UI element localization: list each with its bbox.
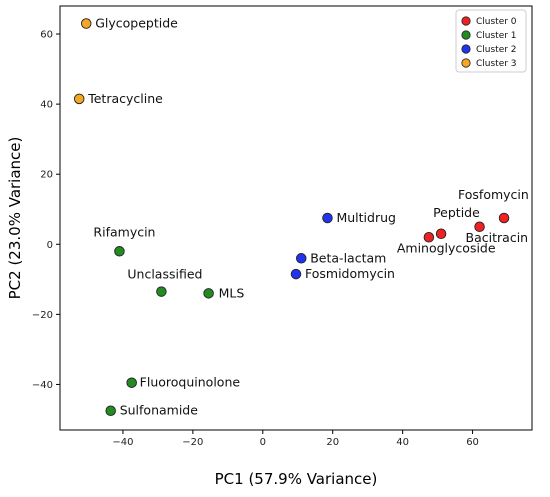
data-point: [114, 246, 125, 257]
data-point: [290, 268, 302, 280]
data-point: [474, 221, 485, 233]
data-point: [105, 405, 116, 416]
point-label: Beta-lactam: [310, 250, 386, 265]
legend-marker: [461, 44, 471, 54]
point-label: Glycopeptide: [95, 16, 178, 31]
data-point: [73, 93, 85, 105]
y-tick-label: 40: [40, 100, 53, 111]
data-point: [322, 212, 333, 224]
point-label: Unclassified: [127, 267, 202, 282]
point-label: Fluoroquinolone: [140, 375, 241, 390]
legend-box: [455, 9, 527, 73]
x-tick-label: −40: [112, 437, 133, 448]
point-label: Peptide: [433, 205, 480, 220]
x-tick-label: 60: [466, 437, 479, 448]
data-point: [435, 228, 447, 240]
y-axis-label: PC2 (23.0% Variance): [6, 137, 24, 300]
y-tick-label: −40: [32, 380, 53, 391]
point-label: Tetracycline: [87, 91, 163, 106]
data-point: [156, 286, 167, 297]
point-label: Aminoglycoside: [397, 240, 496, 255]
data-points: [73, 18, 510, 416]
legend-entry: Cluster 0: [476, 17, 517, 27]
x-tick-label: 40: [396, 437, 409, 448]
point-label: Fosmidomycin: [305, 266, 395, 281]
legend-marker: [461, 30, 471, 40]
data-point: [203, 288, 214, 299]
y-axis: −40 −20 0 20 40 60: [32, 30, 60, 391]
legend-entry: Cluster 2: [476, 45, 517, 55]
legend: Cluster 0 Cluster 1 Cluster 2 Cluster 3: [455, 9, 527, 73]
x-tick-label: 0: [260, 437, 266, 448]
legend-entry: Cluster 1: [476, 31, 517, 41]
point-label: Fosfomycin: [458, 187, 529, 202]
legend-entry: Cluster 3: [476, 59, 517, 69]
x-tick-label: −20: [182, 437, 203, 448]
data-point: [80, 18, 92, 29]
y-tick-label: 0: [47, 240, 53, 251]
y-tick-label: 20: [40, 170, 53, 181]
x-axis: −40 −20 0 20 40 60: [112, 430, 479, 448]
x-axis-label: PC1 (57.9% Variance): [215, 470, 378, 488]
data-point: [498, 212, 510, 224]
y-tick-label: 60: [40, 30, 53, 41]
point-label: Sulfonamide: [120, 403, 199, 418]
x-tick-label: 20: [326, 437, 339, 448]
point-label: Rifamycin: [93, 224, 155, 239]
plot-area: [59, 5, 533, 431]
data-point: [423, 232, 435, 243]
legend-marker: [461, 16, 471, 26]
y-tick-label: −20: [32, 310, 53, 321]
data-point: [295, 253, 307, 264]
point-label: Bacitracin: [466, 230, 529, 245]
legend-marker: [461, 58, 471, 68]
data-point: [126, 377, 137, 388]
point-label: MLS: [219, 285, 245, 300]
point-label: Multidrug: [336, 210, 396, 225]
